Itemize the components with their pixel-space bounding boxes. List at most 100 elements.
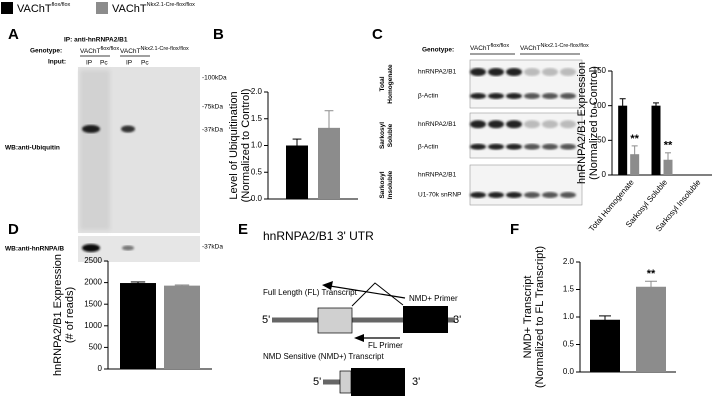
marker: -75kDa bbox=[202, 104, 223, 111]
genotype-label: Genotype: bbox=[30, 48, 62, 55]
blot-label: WB:anti-hnRNPA/B bbox=[5, 246, 64, 253]
blot-band bbox=[82, 125, 100, 133]
group-label-line: Homogenate bbox=[387, 64, 394, 104]
group-label-line: Soluble bbox=[387, 123, 394, 147]
y-tick-label: 1500 bbox=[84, 299, 102, 308]
error-bar bbox=[619, 98, 626, 114]
legend-label: VAChTNkx2.1-Cre-flox/flox bbox=[112, 2, 195, 14]
primer-label: NMD+ Primer bbox=[409, 294, 458, 303]
y-axis-label-line: NMD+ Transcript bbox=[522, 276, 534, 359]
genotype-name: VAChT bbox=[120, 48, 140, 55]
transcript-label: NMD Sensitive (NMD+) Transcript bbox=[263, 352, 384, 361]
significance: ** bbox=[664, 140, 673, 152]
error-bar bbox=[324, 110, 334, 146]
y-axis-label: NMD+ Transcript(Normalized to FL Transcr… bbox=[522, 246, 546, 388]
blot-band bbox=[524, 120, 540, 129]
panel-label: B bbox=[213, 26, 224, 43]
bar bbox=[590, 319, 620, 372]
genotype-sup: Nkx2.1-Cre-flox/flox bbox=[140, 46, 189, 52]
panel-label: E bbox=[238, 221, 248, 238]
genotype-name: VAChT bbox=[80, 48, 100, 55]
error-bar bbox=[174, 284, 190, 287]
group-label-line: Insoluble bbox=[387, 170, 394, 199]
error-bar bbox=[599, 315, 611, 325]
y-tick-label: 0.5 bbox=[251, 167, 263, 176]
y-tick-label: 0.0 bbox=[563, 367, 575, 376]
exon bbox=[339, 370, 352, 394]
legend-label: VAChTflox/flox bbox=[17, 2, 71, 14]
blot-band bbox=[506, 93, 522, 99]
genotype: VAChTNkx2.1-Cre-flox/flox bbox=[120, 46, 189, 54]
blot-band bbox=[488, 93, 504, 99]
blot-label: WB:anti-Ubiquitin bbox=[5, 145, 60, 152]
bar bbox=[636, 286, 666, 372]
blot-band bbox=[82, 244, 100, 252]
blot-band bbox=[506, 120, 522, 129]
blot-band bbox=[560, 120, 576, 129]
exon bbox=[317, 307, 353, 334]
bar bbox=[164, 285, 200, 369]
primer-label: FL Primer bbox=[368, 341, 403, 350]
error-bar bbox=[130, 281, 146, 285]
panel-label: A bbox=[8, 26, 19, 43]
blot-band bbox=[542, 143, 558, 150]
lane-label: IP bbox=[86, 60, 92, 67]
input-label: Input: bbox=[48, 59, 66, 66]
y-tick-label: 100 bbox=[593, 101, 607, 110]
genotype-sup: Nkx2.1-Cre-flox/flox bbox=[540, 43, 589, 49]
bar bbox=[651, 105, 661, 175]
significance: ** bbox=[630, 133, 639, 145]
blot-band bbox=[121, 125, 135, 133]
y-axis-label-line: (Normalized to Control) bbox=[588, 66, 600, 180]
blot-band bbox=[524, 143, 540, 150]
primer-arrow bbox=[329, 285, 406, 299]
error-bar bbox=[292, 138, 302, 153]
blot-band bbox=[488, 120, 504, 129]
error-bar bbox=[653, 102, 659, 109]
legend-name: VAChT bbox=[17, 3, 52, 15]
transcript-label: Full Length (FL) Transcript bbox=[263, 288, 358, 297]
significance: ** bbox=[647, 268, 656, 280]
lane-label: IP bbox=[126, 60, 132, 67]
group-label-line: Total bbox=[379, 76, 386, 91]
bar bbox=[618, 105, 628, 175]
y-axis-label: hnRNPA2/B1 Expression(# of reads) bbox=[52, 254, 76, 376]
y-tick-label: 500 bbox=[89, 343, 103, 352]
blot-band bbox=[560, 192, 576, 198]
group-label: SarkosylSoluble bbox=[379, 122, 394, 149]
blot-band bbox=[542, 93, 558, 99]
blot-band bbox=[524, 68, 540, 76]
exon bbox=[351, 368, 405, 396]
group-label: TotalHomogenate bbox=[379, 64, 394, 104]
y-axis-label-line: hnRNPA2/B1 Expression bbox=[576, 62, 588, 184]
y-tick-label: 1.0 bbox=[563, 312, 575, 321]
blot-band bbox=[560, 68, 576, 76]
blot-band bbox=[542, 192, 558, 198]
genotype-sup: flox/flox bbox=[100, 46, 119, 52]
end-label: 5' bbox=[313, 376, 321, 388]
bar bbox=[630, 154, 640, 175]
y-axis-label: hnRNPA2/B1 Expression(Normalized to Cont… bbox=[576, 62, 600, 184]
y-axis-label: Level of Ubiquitination(Normalized to Co… bbox=[228, 89, 252, 203]
y-tick-label: 2.0 bbox=[251, 87, 263, 96]
blot-band bbox=[506, 143, 522, 150]
exon bbox=[403, 306, 448, 333]
legend-sup: flox/flox bbox=[52, 2, 71, 8]
group-label-line: Sarkosyl bbox=[379, 171, 386, 198]
y-tick-label: 1.0 bbox=[251, 141, 263, 150]
blot-smear bbox=[80, 70, 110, 230]
genotype-sup: flox/flox bbox=[490, 43, 509, 49]
blot-box bbox=[469, 164, 583, 206]
blot-band bbox=[560, 93, 576, 99]
y-tick-label: 2.0 bbox=[563, 257, 575, 266]
row-label: β-Actin bbox=[418, 93, 439, 100]
blot-band bbox=[542, 120, 558, 129]
y-tick-label: 150 bbox=[593, 66, 607, 75]
lane-label: Pc bbox=[100, 60, 108, 67]
bar bbox=[318, 127, 340, 199]
blot-band bbox=[488, 68, 504, 76]
blot-band bbox=[122, 245, 134, 251]
y-axis-label-line: (# of reads) bbox=[64, 287, 76, 343]
row-label: β-Actin bbox=[418, 143, 439, 150]
end-label: 3' bbox=[453, 314, 461, 326]
